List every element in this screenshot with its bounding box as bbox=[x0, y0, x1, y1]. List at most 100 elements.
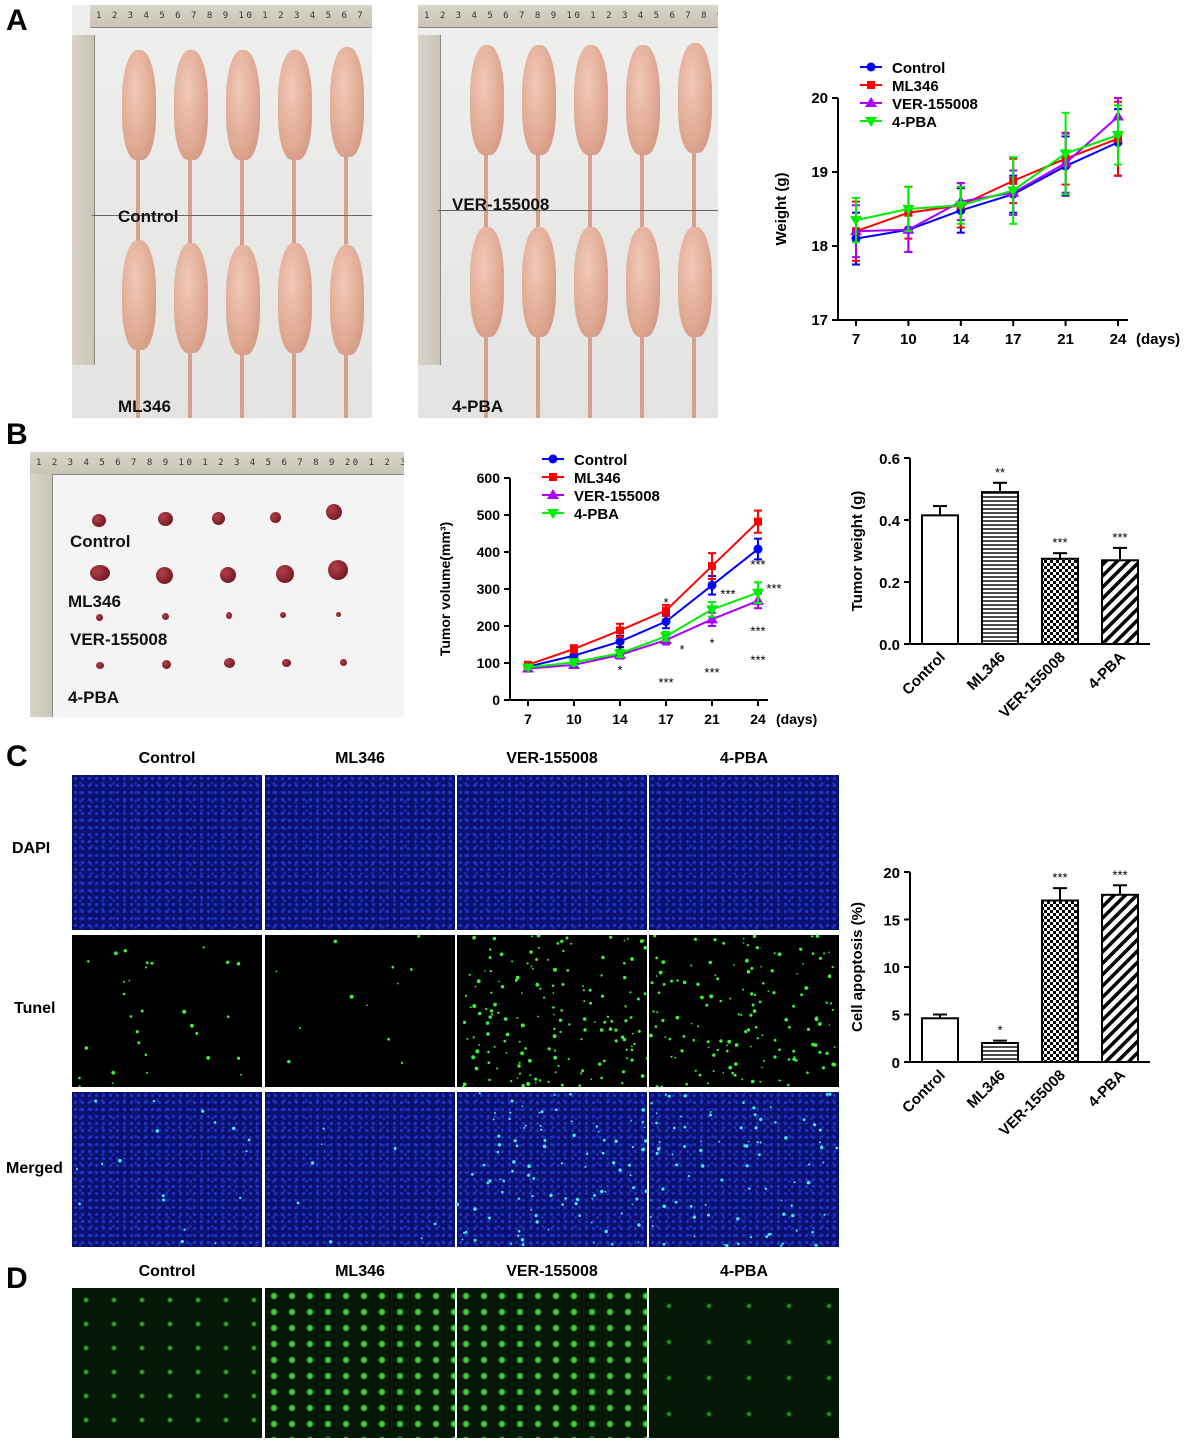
mouse bbox=[226, 50, 260, 248]
panel-c-col-4pba: 4-PBA bbox=[719, 750, 768, 767]
tunel-dot bbox=[488, 1078, 491, 1082]
legend-label: ML346 bbox=[574, 470, 621, 487]
y-tick-label: 18 bbox=[811, 238, 828, 255]
tunel-dot bbox=[530, 965, 533, 968]
tunel-dot bbox=[552, 1006, 555, 1009]
merged-dot bbox=[649, 1216, 652, 1219]
tunel-dot bbox=[472, 1004, 477, 1008]
data-point bbox=[662, 606, 670, 615]
significance-mark: *** bbox=[1052, 870, 1067, 885]
data-point bbox=[661, 617, 671, 627]
merged-dot bbox=[631, 1203, 634, 1206]
merged-dot bbox=[597, 1130, 600, 1133]
tunel-dot bbox=[825, 1051, 829, 1055]
merged-dot bbox=[502, 1179, 506, 1183]
x-tick-label: 7 bbox=[852, 331, 860, 348]
tunel-dot bbox=[700, 995, 704, 1000]
merged-image-ver bbox=[457, 1092, 647, 1247]
x-tick-label: 4-PBA bbox=[1085, 1067, 1129, 1111]
merged-dot bbox=[517, 1234, 520, 1237]
tunel-dot bbox=[788, 1025, 791, 1029]
tunel-dot bbox=[598, 1062, 602, 1066]
tunel-dot bbox=[600, 974, 603, 977]
tunel-dot bbox=[811, 1042, 815, 1047]
significance-mark: * bbox=[679, 642, 684, 657]
significance-mark: * bbox=[663, 595, 668, 610]
tunel-dot bbox=[692, 1038, 696, 1042]
tunel-dot bbox=[637, 1029, 641, 1033]
merged-dot bbox=[641, 1148, 644, 1152]
tunel-dot bbox=[629, 991, 632, 994]
tunel-dot bbox=[799, 947, 803, 951]
tunel-dot bbox=[828, 951, 831, 954]
tunel-dot bbox=[240, 1073, 242, 1076]
tunel-dot bbox=[520, 1023, 525, 1028]
merged-dot bbox=[822, 1161, 825, 1164]
merged-dot bbox=[683, 1094, 687, 1098]
tunel-dot bbox=[128, 979, 131, 982]
tumor bbox=[336, 612, 341, 617]
tunel-dot bbox=[567, 1057, 570, 1060]
y-tick-label: 10 bbox=[883, 960, 900, 977]
merged-dot bbox=[687, 1174, 691, 1178]
series-line bbox=[855, 115, 1119, 233]
tunel-dot bbox=[623, 975, 627, 980]
x-tick-label: 14 bbox=[952, 331, 969, 348]
tunel-dot bbox=[643, 992, 647, 996]
merged-dot bbox=[470, 1173, 474, 1176]
merged-dot bbox=[539, 1124, 542, 1127]
tunel-dot bbox=[537, 1015, 539, 1018]
ruler-vertical bbox=[418, 35, 441, 365]
tunel-dot bbox=[226, 960, 230, 964]
tunel-dot bbox=[662, 982, 666, 986]
tunel-dot bbox=[397, 982, 399, 985]
tunel-dot bbox=[537, 946, 540, 949]
tunel-dot bbox=[772, 991, 776, 995]
mouse bbox=[678, 43, 712, 241]
tunel-dot bbox=[630, 1048, 634, 1052]
merged-dot bbox=[813, 1123, 817, 1127]
merged-dot bbox=[180, 1240, 184, 1244]
tunel-dot bbox=[589, 1001, 593, 1005]
merged-dot bbox=[75, 1168, 79, 1171]
x-tick-label: 24 bbox=[1110, 331, 1127, 348]
fluor-image-ver bbox=[457, 1288, 647, 1438]
merged-dot bbox=[759, 1117, 763, 1122]
legend-label: Control bbox=[892, 60, 945, 77]
dapi-image-ml346 bbox=[265, 775, 455, 930]
merged-dot bbox=[808, 1163, 811, 1166]
merged-dot bbox=[737, 1242, 740, 1246]
tunel-dot bbox=[583, 1028, 587, 1032]
tunel-dot bbox=[529, 950, 533, 954]
merged-dot bbox=[604, 1229, 608, 1234]
tunel-dot bbox=[600, 1076, 603, 1080]
tunel-dot bbox=[657, 991, 661, 994]
merged-dot bbox=[680, 1115, 683, 1118]
tunel-dot bbox=[705, 1003, 709, 1007]
merged-dot bbox=[604, 1190, 607, 1193]
merged-dot bbox=[747, 1140, 750, 1143]
merged-dot bbox=[155, 1129, 159, 1133]
tunel-dot bbox=[287, 1059, 291, 1064]
merged-dot bbox=[752, 1106, 756, 1110]
tunel-dot bbox=[582, 1017, 587, 1021]
tunel-image-control bbox=[72, 935, 262, 1087]
tunel-dot bbox=[709, 994, 714, 999]
y-tick-label: 15 bbox=[883, 913, 900, 930]
data-point bbox=[706, 613, 718, 624]
tunel-dot bbox=[140, 1009, 144, 1013]
tunel-dot bbox=[135, 1030, 139, 1034]
tunel-dot bbox=[478, 1044, 481, 1046]
merged-dot bbox=[578, 1214, 581, 1217]
tunel-dot bbox=[505, 1052, 508, 1054]
tunel-dot bbox=[760, 965, 762, 968]
tunel-dot bbox=[804, 986, 809, 990]
merged-dot bbox=[570, 1120, 573, 1123]
tunel-dot bbox=[514, 978, 518, 982]
merged-dot bbox=[517, 1229, 521, 1233]
tunel-dot bbox=[792, 1057, 797, 1061]
tunel-dot bbox=[558, 1018, 563, 1022]
merged-dot bbox=[433, 1222, 437, 1226]
tunel-dot bbox=[670, 1055, 673, 1058]
merged-dot bbox=[478, 1092, 481, 1095]
